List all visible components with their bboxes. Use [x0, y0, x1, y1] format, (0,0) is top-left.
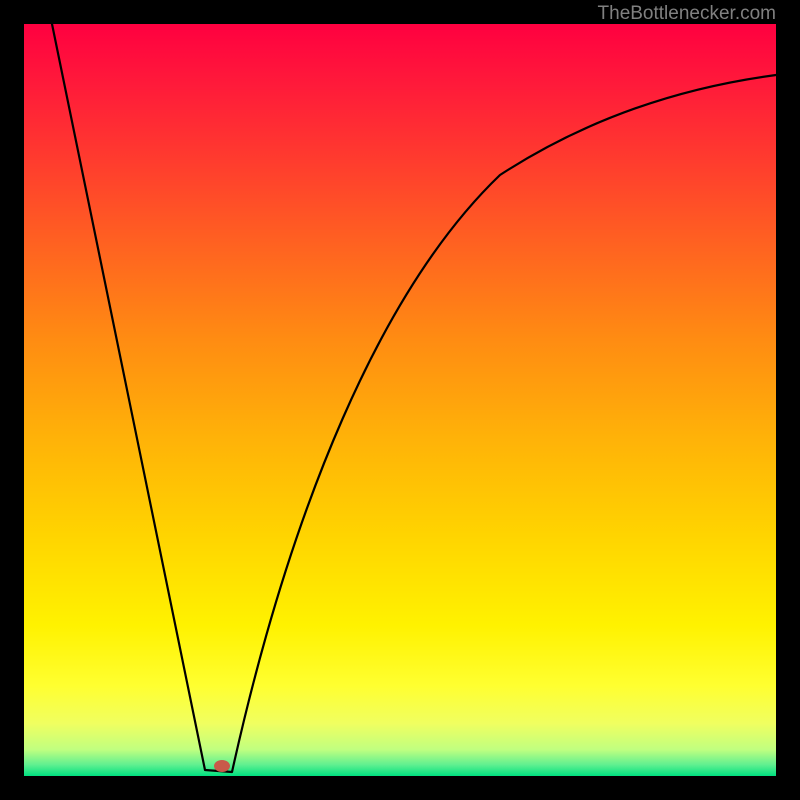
chart-container: TheBottlenecker.com	[0, 0, 800, 800]
chart-svg	[0, 0, 800, 800]
watermark-text: TheBottlenecker.com	[598, 3, 776, 25]
optimal-point-marker	[214, 760, 230, 772]
gradient-background	[24, 24, 776, 776]
